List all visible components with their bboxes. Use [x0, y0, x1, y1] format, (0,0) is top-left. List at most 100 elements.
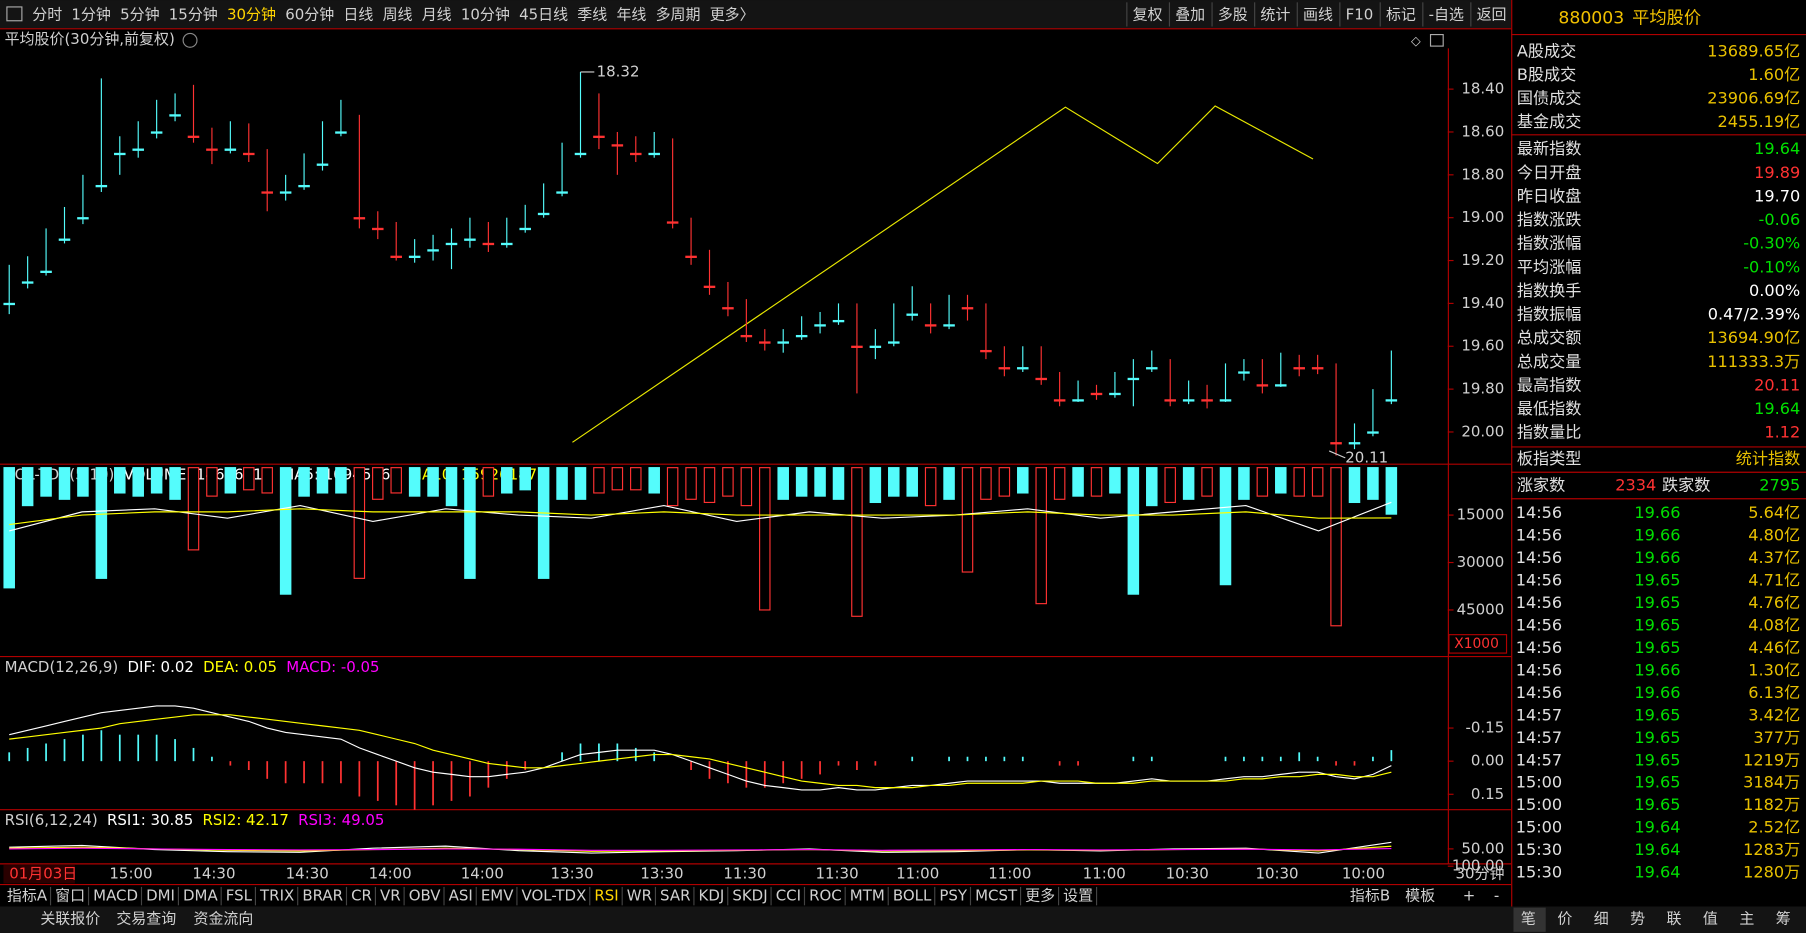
- candle-body: [261, 191, 273, 194]
- diamond-icon[interactable]: ◇: [1411, 33, 1421, 48]
- period-button[interactable]: 分时: [32, 6, 62, 24]
- bottom-link[interactable]: 交易查询: [116, 910, 176, 928]
- indicator-tab[interactable]: CR: [351, 887, 372, 905]
- indicator-tab[interactable]: CCI: [776, 887, 801, 905]
- side-tab[interactable]: 值: [1703, 910, 1718, 928]
- tool-button[interactable]: 复权: [1133, 6, 1163, 24]
- bottom-link[interactable]: 资金流向: [194, 910, 254, 928]
- quote-value: 20.11: [1754, 375, 1800, 394]
- header-label: RSI2:: [203, 811, 242, 829]
- side-tab[interactable]: 势: [1630, 910, 1645, 928]
- indicator-tab[interactable]: DMA: [183, 887, 218, 905]
- indicator-tab[interactable]: ASI: [449, 887, 473, 905]
- indicator-tab[interactable]: MCST: [975, 887, 1018, 905]
- indicator-tab[interactable]: 模板: [1405, 887, 1435, 905]
- tick-volume: 1280万: [1743, 863, 1800, 882]
- tool-button[interactable]: 统计: [1260, 6, 1290, 24]
- time-label: 14:00: [369, 865, 412, 883]
- volume-bar: [77, 467, 89, 497]
- volume-unit: X1000: [1454, 636, 1499, 652]
- candle-body: [114, 152, 126, 156]
- indicator-tab[interactable]: KDJ: [699, 887, 725, 905]
- side-tab[interactable]: 价: [1557, 910, 1572, 928]
- volume-bar: [150, 467, 163, 494]
- indicator-tab[interactable]: SAR: [660, 887, 690, 905]
- indicator-tab[interactable]: SKDJ: [732, 887, 767, 905]
- candle-body: [427, 249, 439, 252]
- indicator-tab[interactable]: EMV: [481, 887, 514, 905]
- quote-label: 平均涨幅: [1517, 257, 1581, 276]
- indicator-tab[interactable]: 窗口: [55, 887, 85, 905]
- candle-body: [1146, 367, 1158, 370]
- bottom-link[interactable]: 关联报价: [40, 910, 100, 928]
- indicator-tab[interactable]: ROC: [809, 887, 842, 905]
- period-button[interactable]: 10分钟: [461, 6, 510, 24]
- tool-button[interactable]: 多股: [1218, 6, 1248, 24]
- tool-button[interactable]: F10: [1346, 6, 1374, 24]
- indicator-tab[interactable]: 指标B: [1350, 887, 1390, 905]
- period-button[interactable]: 1分钟: [71, 6, 110, 24]
- indicator-tab[interactable]: BRAR: [302, 887, 343, 905]
- period-button[interactable]: 更多〉: [710, 6, 755, 24]
- indicator-tab[interactable]: 更多: [1025, 887, 1055, 905]
- tool-button[interactable]: 标记: [1386, 6, 1416, 24]
- breadth-label: 涨家数: [1517, 476, 1565, 495]
- tool-button[interactable]: 叠加: [1175, 6, 1205, 24]
- quote-label: 今日开盘: [1517, 163, 1581, 182]
- indicator-tab[interactable]: TRIX: [259, 887, 294, 905]
- indicator-tab[interactable]: 指标A: [7, 887, 48, 905]
- volume-bar: [1164, 467, 1176, 504]
- indicator-tab[interactable]: BOLL: [893, 887, 932, 905]
- side-tab[interactable]: 筹: [1776, 910, 1791, 928]
- quote-value: 13689.65亿: [1707, 41, 1800, 60]
- period-button[interactable]: 月线: [422, 6, 452, 24]
- period-button[interactable]: 60分钟: [285, 6, 334, 24]
- indicator-tab[interactable]: WR: [627, 887, 652, 905]
- side-tab[interactable]: 主: [1739, 910, 1754, 928]
- period-button[interactable]: 5分钟: [120, 6, 159, 24]
- tool-button[interactable]: 画线: [1303, 6, 1333, 24]
- quote-value: 0.47/2.39%: [1708, 305, 1800, 324]
- indicator-tab[interactable]: RSI: [594, 887, 618, 905]
- quote-label: 指数振幅: [1517, 305, 1581, 324]
- tool-button[interactable]: 返回: [1477, 6, 1507, 24]
- rsi-line: [9, 847, 1392, 851]
- period-button[interactable]: 日线: [343, 6, 373, 24]
- side-tab[interactable]: 笔: [1521, 910, 1536, 928]
- tool-button[interactable]: -自选: [1429, 6, 1464, 24]
- indicator-tab[interactable]: 设置: [1063, 887, 1093, 905]
- period-button[interactable]: 周线: [383, 6, 413, 24]
- volume-bar: [630, 467, 642, 491]
- volume-bar: [408, 467, 421, 497]
- volume-bar: [888, 467, 900, 497]
- indicator-tab[interactable]: -: [1494, 887, 1499, 905]
- window-icon[interactable]: [1429, 34, 1444, 47]
- indicator-tab[interactable]: PSY: [939, 887, 968, 905]
- y-tick-label: 0.15: [1471, 785, 1504, 803]
- indicator-tab[interactable]: DMI: [146, 887, 175, 905]
- period-button[interactable]: 年线: [616, 6, 646, 24]
- period-button[interactable]: 30分钟: [227, 6, 276, 24]
- title-dropdown[interactable]: [182, 32, 198, 48]
- side-tab[interactable]: 细: [1594, 910, 1609, 928]
- period-button[interactable]: 15分钟: [169, 6, 218, 24]
- indicator-tab[interactable]: OBV: [409, 887, 442, 905]
- quote-label: B股成交: [1517, 65, 1576, 84]
- volume-bar: [224, 467, 237, 494]
- indicator-tab[interactable]: MTM: [850, 887, 885, 905]
- candle-body: [961, 307, 974, 310]
- indicator-tab[interactable]: VOL-TDX: [522, 887, 587, 905]
- unit-box: [1448, 634, 1508, 654]
- indicator-tab[interactable]: +: [1463, 887, 1476, 905]
- menu-icon[interactable]: [6, 6, 23, 22]
- period-button[interactable]: 45日线: [519, 6, 568, 24]
- indicator-tab[interactable]: VR: [380, 887, 401, 905]
- period-button[interactable]: 季线: [577, 6, 607, 24]
- side-tab[interactable]: 联: [1667, 910, 1682, 928]
- candle-body: [445, 242, 458, 246]
- indicator-tab[interactable]: MACD: [93, 887, 138, 905]
- period-button[interactable]: 多周期: [656, 6, 701, 24]
- indicator-tab[interactable]: FSL: [226, 887, 253, 905]
- y-tick-label: 45000: [1457, 600, 1505, 618]
